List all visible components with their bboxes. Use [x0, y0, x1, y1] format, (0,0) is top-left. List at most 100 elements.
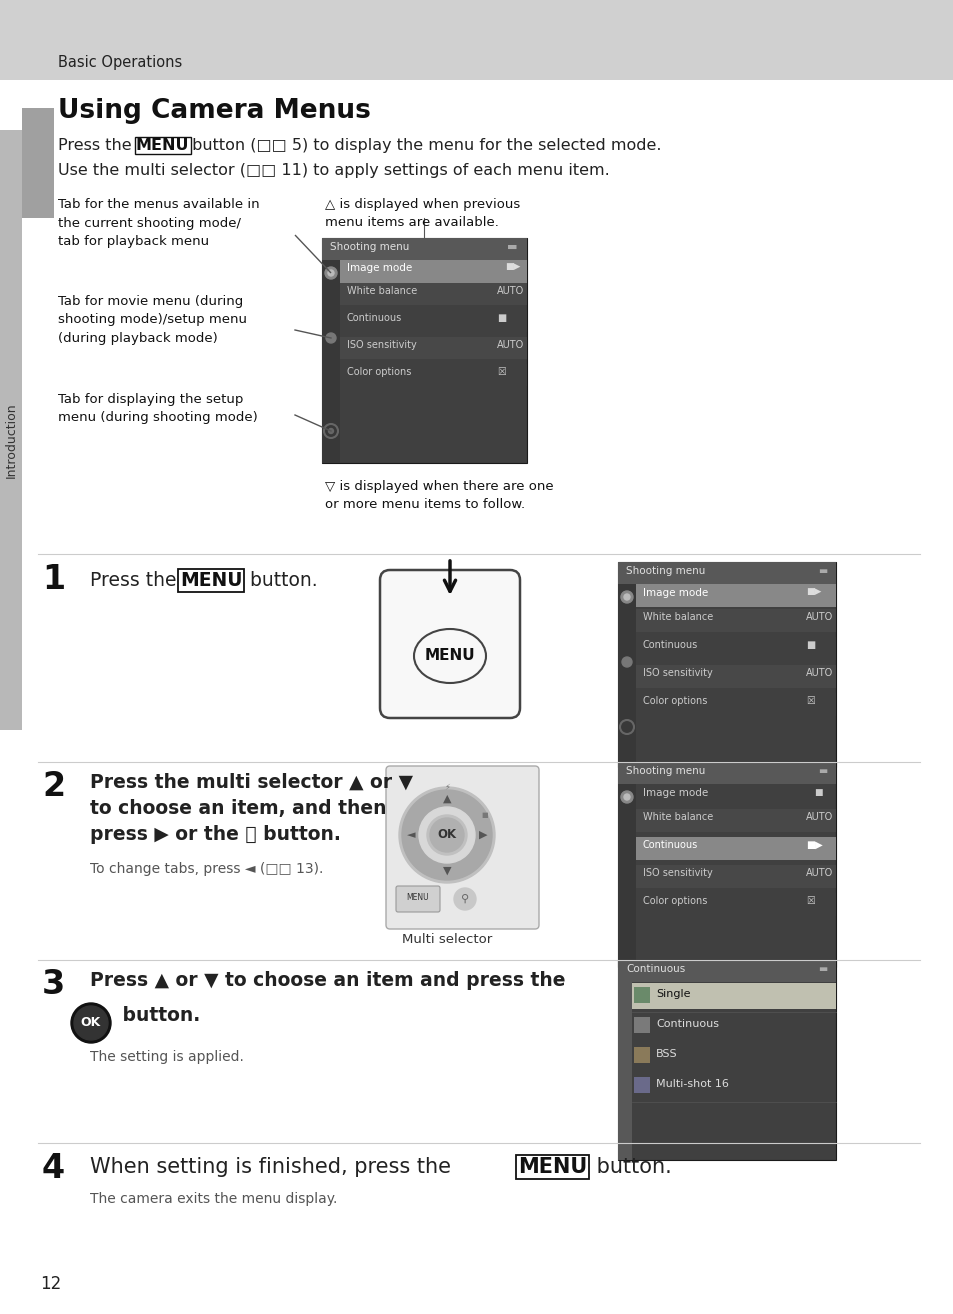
Circle shape: [326, 332, 335, 343]
Text: Color options: Color options: [642, 896, 706, 905]
Text: ■: ■: [481, 812, 488, 819]
Text: ■: ■: [813, 788, 821, 798]
Text: Continuous: Continuous: [347, 313, 402, 323]
Text: ▬: ▬: [506, 242, 517, 252]
Text: button.: button.: [244, 572, 317, 590]
Text: Press the: Press the: [90, 572, 182, 590]
Text: ⚡: ⚡: [443, 783, 450, 791]
FancyBboxPatch shape: [634, 1047, 649, 1063]
Text: AUTO: AUTO: [805, 869, 832, 878]
Text: When setting is finished, press the: When setting is finished, press the: [90, 1158, 457, 1177]
FancyBboxPatch shape: [631, 983, 835, 1009]
FancyBboxPatch shape: [0, 80, 953, 1314]
Text: AUTO: AUTO: [805, 612, 832, 622]
FancyBboxPatch shape: [634, 1017, 649, 1033]
Text: Shooting menu: Shooting menu: [330, 242, 409, 252]
FancyBboxPatch shape: [634, 987, 649, 1003]
FancyBboxPatch shape: [636, 865, 835, 888]
Circle shape: [620, 591, 633, 603]
Text: AUTO: AUTO: [497, 340, 524, 350]
Text: MENU: MENU: [424, 649, 475, 664]
Text: To change tabs, press ◄ (□□ 13).: To change tabs, press ◄ (□□ 13).: [90, 862, 323, 876]
FancyBboxPatch shape: [636, 894, 835, 916]
Text: MENU: MENU: [406, 894, 429, 901]
FancyBboxPatch shape: [322, 238, 526, 463]
Text: The setting is applied.: The setting is applied.: [90, 1050, 244, 1064]
Text: ☒: ☒: [497, 367, 505, 377]
Text: ▲: ▲: [442, 794, 451, 804]
FancyBboxPatch shape: [618, 562, 835, 583]
Circle shape: [325, 267, 336, 279]
Circle shape: [454, 888, 476, 911]
Text: 12: 12: [40, 1275, 61, 1293]
FancyBboxPatch shape: [395, 886, 439, 912]
Text: Continuous: Continuous: [642, 640, 698, 650]
Text: ISO sensitivity: ISO sensitivity: [642, 668, 712, 678]
Text: Tab for displaying the setup
menu (during shooting mode): Tab for displaying the setup menu (durin…: [58, 393, 257, 424]
FancyBboxPatch shape: [322, 260, 339, 463]
Circle shape: [623, 794, 629, 800]
Text: ▬: ▬: [817, 766, 826, 777]
FancyBboxPatch shape: [636, 637, 835, 660]
FancyBboxPatch shape: [634, 1077, 649, 1093]
FancyBboxPatch shape: [386, 766, 538, 929]
FancyBboxPatch shape: [618, 961, 835, 1160]
Circle shape: [328, 269, 334, 276]
FancyBboxPatch shape: [618, 961, 835, 982]
Text: Image mode: Image mode: [642, 587, 707, 598]
Text: MENU: MENU: [136, 138, 190, 152]
Text: △ is displayed when previous
menu items are available.: △ is displayed when previous menu items …: [325, 198, 519, 230]
Text: Press ▲ or ▼ to choose an item and press the: Press ▲ or ▼ to choose an item and press…: [90, 971, 565, 989]
Circle shape: [401, 790, 492, 880]
FancyBboxPatch shape: [618, 762, 835, 784]
Text: Shooting menu: Shooting menu: [625, 566, 704, 576]
Text: Color options: Color options: [642, 696, 706, 706]
Text: Image mode: Image mode: [642, 788, 707, 798]
FancyBboxPatch shape: [636, 809, 835, 832]
Text: ■▶: ■▶: [805, 840, 821, 850]
Circle shape: [620, 791, 633, 803]
FancyBboxPatch shape: [618, 762, 835, 967]
Text: ☒: ☒: [805, 696, 814, 706]
Text: 3: 3: [42, 968, 65, 1001]
FancyBboxPatch shape: [339, 283, 526, 305]
Text: Introduction: Introduction: [5, 402, 17, 478]
Text: ■: ■: [805, 640, 815, 650]
Text: 4: 4: [42, 1152, 65, 1185]
Text: ▼: ▼: [442, 866, 451, 876]
Text: AUTO: AUTO: [497, 286, 524, 296]
Circle shape: [328, 428, 334, 434]
Text: Single: Single: [656, 989, 690, 999]
Text: ☒: ☒: [805, 896, 814, 905]
FancyBboxPatch shape: [636, 608, 835, 632]
Circle shape: [71, 1003, 111, 1043]
Text: MENU: MENU: [180, 572, 242, 590]
FancyBboxPatch shape: [636, 583, 835, 607]
FancyBboxPatch shape: [339, 310, 526, 332]
Circle shape: [398, 787, 495, 883]
Text: Tab for movie menu (during
shooting mode)/setup menu
(during playback mode): Tab for movie menu (during shooting mode…: [58, 296, 247, 346]
Text: ▽ is displayed when there are one
or more menu items to follow.: ▽ is displayed when there are one or mor…: [325, 480, 553, 511]
FancyBboxPatch shape: [22, 108, 54, 218]
FancyBboxPatch shape: [0, 130, 22, 731]
Text: ▶: ▶: [478, 830, 487, 840]
FancyBboxPatch shape: [0, 0, 953, 80]
Text: button.: button.: [116, 1007, 200, 1025]
Text: Using Camera Menus: Using Camera Menus: [58, 99, 371, 124]
Text: OK: OK: [81, 1017, 101, 1029]
Text: MENU: MENU: [517, 1158, 587, 1177]
Text: White balance: White balance: [347, 286, 416, 296]
FancyBboxPatch shape: [636, 665, 835, 689]
FancyBboxPatch shape: [339, 260, 526, 283]
Text: Press the: Press the: [58, 138, 136, 152]
Text: ISO sensitivity: ISO sensitivity: [347, 340, 416, 350]
Text: ◄: ◄: [406, 830, 415, 840]
FancyBboxPatch shape: [618, 562, 835, 767]
Text: ■▶: ■▶: [504, 263, 519, 272]
Text: Multi selector: Multi selector: [401, 933, 492, 946]
Text: Image mode: Image mode: [347, 263, 412, 273]
FancyBboxPatch shape: [339, 336, 526, 359]
Text: Continuous: Continuous: [625, 964, 684, 974]
Circle shape: [621, 657, 631, 668]
Text: Use the multi selector (□□ 11) to apply settings of each menu item.: Use the multi selector (□□ 11) to apply …: [58, 163, 609, 177]
